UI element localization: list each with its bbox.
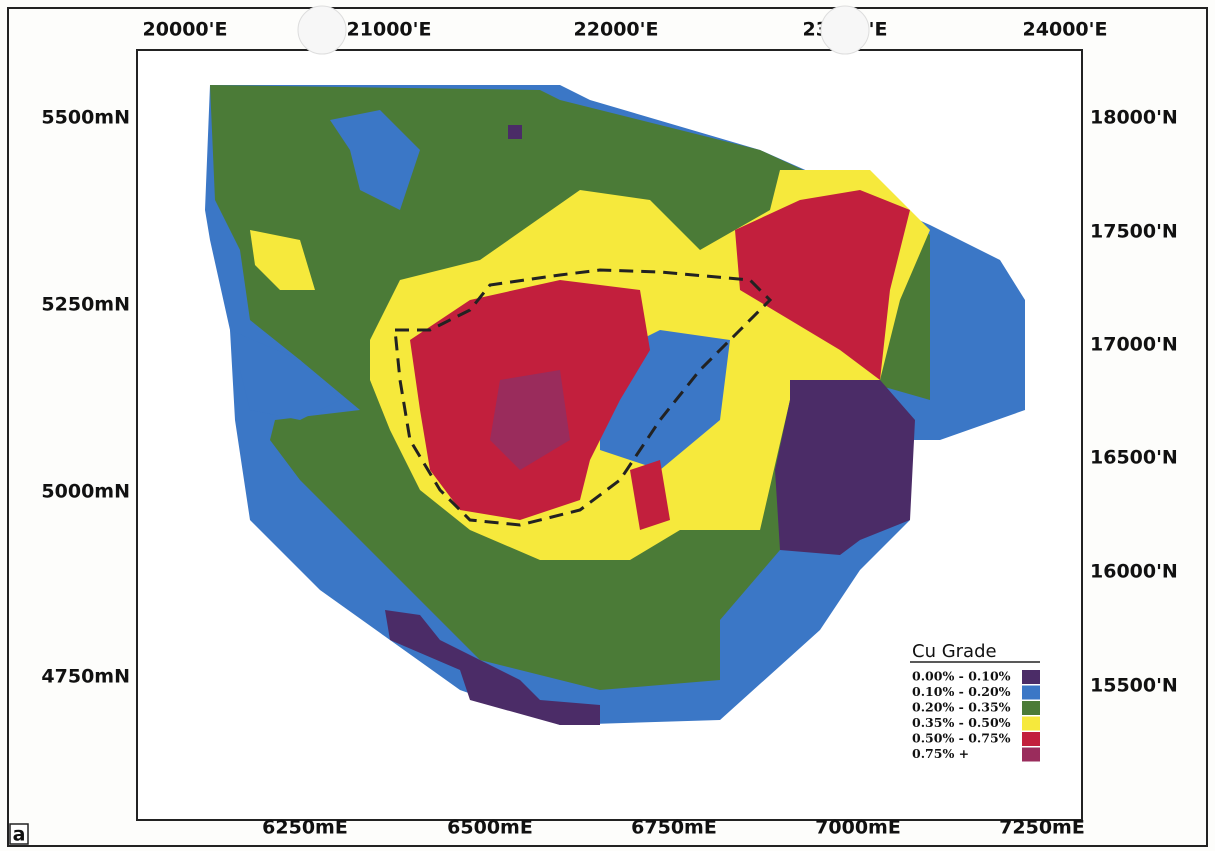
left-tick: 5250mN (41, 294, 130, 316)
top-tick: 21000'E (347, 19, 432, 41)
legend-label: 0.35% - 0.50% (912, 715, 1011, 730)
legend-label: 0.75% + (912, 746, 969, 761)
panel-label: a (13, 824, 26, 846)
legend-swatch (1022, 701, 1040, 715)
legend-swatch (1022, 670, 1040, 684)
bottom-tick: 7250mE (999, 817, 1085, 839)
legend-label: 0.10% - 0.20% (912, 684, 1011, 699)
punch-hole (821, 6, 869, 54)
legend-label: 0.00% - 0.10% (912, 669, 1011, 684)
right-tick: 18000'N (1090, 107, 1178, 129)
left-tick: 4750mN (41, 666, 130, 688)
top-tick: 24000'E (1023, 19, 1108, 41)
left-tick: 5000mN (41, 481, 130, 503)
bottom-tick: 7000mE (815, 817, 901, 839)
legend-swatch (1022, 732, 1040, 746)
right-tick: 17500'N (1090, 221, 1178, 243)
legend-swatch (1022, 717, 1040, 731)
right-tick: 15500'N (1090, 675, 1178, 697)
top-tick: 20000'E (143, 19, 228, 41)
legend-label: 0.50% - 0.75% (912, 731, 1011, 746)
right-tick: 16000'N (1090, 561, 1178, 583)
legend-swatch (1022, 748, 1040, 762)
punch-hole (298, 6, 346, 54)
legend-label: 0.20% - 0.35% (912, 700, 1011, 715)
zone-purple-block (508, 125, 522, 139)
bottom-tick: 6250mE (262, 817, 348, 839)
bottom-tick: 6750mE (631, 817, 717, 839)
legend-title: Cu Grade (912, 641, 997, 662)
top-tick: 22000'E (574, 19, 659, 41)
right-tick: 16500'N (1090, 447, 1178, 469)
map-figure: 20000'E 21000'E 22000'E 23000'E 24000'E … (0, 0, 1215, 851)
legend-swatch (1022, 686, 1040, 700)
right-tick: 17000'N (1090, 334, 1178, 356)
left-tick: 5500mN (41, 107, 130, 129)
bottom-tick: 6500mE (447, 817, 533, 839)
